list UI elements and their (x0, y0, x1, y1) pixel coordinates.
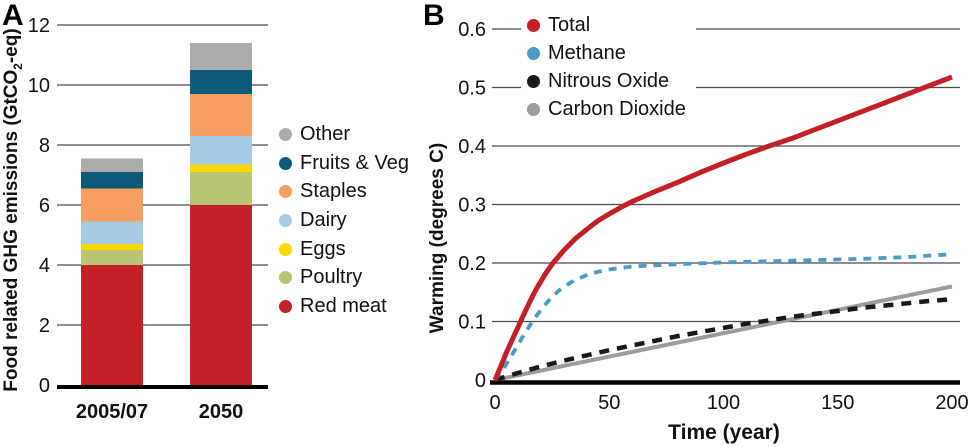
y-tick-label-b: 0.1 (458, 312, 486, 334)
bar-segment-dairy-2050 (190, 136, 252, 165)
y-tick-label-a: 0 (39, 375, 50, 397)
y-tick-label-b: 0 (475, 370, 486, 392)
x-tick-label-b: 100 (707, 392, 740, 414)
y-tick-label-b: 0.5 (458, 78, 486, 100)
bar-segment-red-meat-2005-07 (81, 265, 143, 385)
bar-segment-staples-2050 (190, 94, 252, 136)
line-carbon-dioxide (494, 284, 953, 382)
line-nitrous-oxide (494, 297, 953, 383)
bar-segment-other-2050 (190, 43, 252, 70)
line-methane (493, 252, 953, 382)
y-tick-label-b: 0.4 (458, 136, 486, 158)
bar-segment-fruits-veg-2050 (190, 70, 252, 94)
y-tick-label-a: 8 (39, 135, 50, 157)
x-tick-label-b: 0 (489, 392, 500, 414)
line-total (492, 74, 953, 381)
bar-segment-fruits-veg-2005-07 (81, 172, 143, 189)
x-tick-label-b: 50 (598, 392, 620, 414)
bar-segment-dairy-2005-07 (81, 221, 143, 244)
x-category-label-a: 2050 (199, 401, 244, 423)
y-tick-label-b: 0.3 (458, 195, 486, 217)
y-tick-label-a: 10 (28, 75, 50, 97)
y-tick-label-a: 2 (39, 315, 50, 337)
bar-segment-other-2005-07 (81, 158, 143, 172)
bar-segment-staples-2005-07 (81, 188, 143, 222)
x-tick-label-b: 150 (821, 392, 854, 414)
y-tick-label-a: 6 (39, 195, 50, 217)
y-tick-label-a: 12 (28, 15, 50, 37)
x-category-label-a: 2005/07 (76, 401, 148, 423)
x-tick-label-b: 200 (935, 392, 968, 414)
y-tick-label-b: 0.2 (458, 253, 486, 275)
bar-segment-red-meat-2050 (190, 205, 252, 385)
bar-segment-poultry-2005-07 (81, 250, 143, 265)
y-tick-label-a: 4 (39, 255, 50, 277)
bar-segment-poultry-2050 (190, 172, 252, 205)
bar-segment-eggs-2050 (190, 164, 252, 172)
y-tick-label-b: 0.6 (458, 19, 486, 41)
bar-segment-eggs-2005-07 (81, 244, 143, 250)
